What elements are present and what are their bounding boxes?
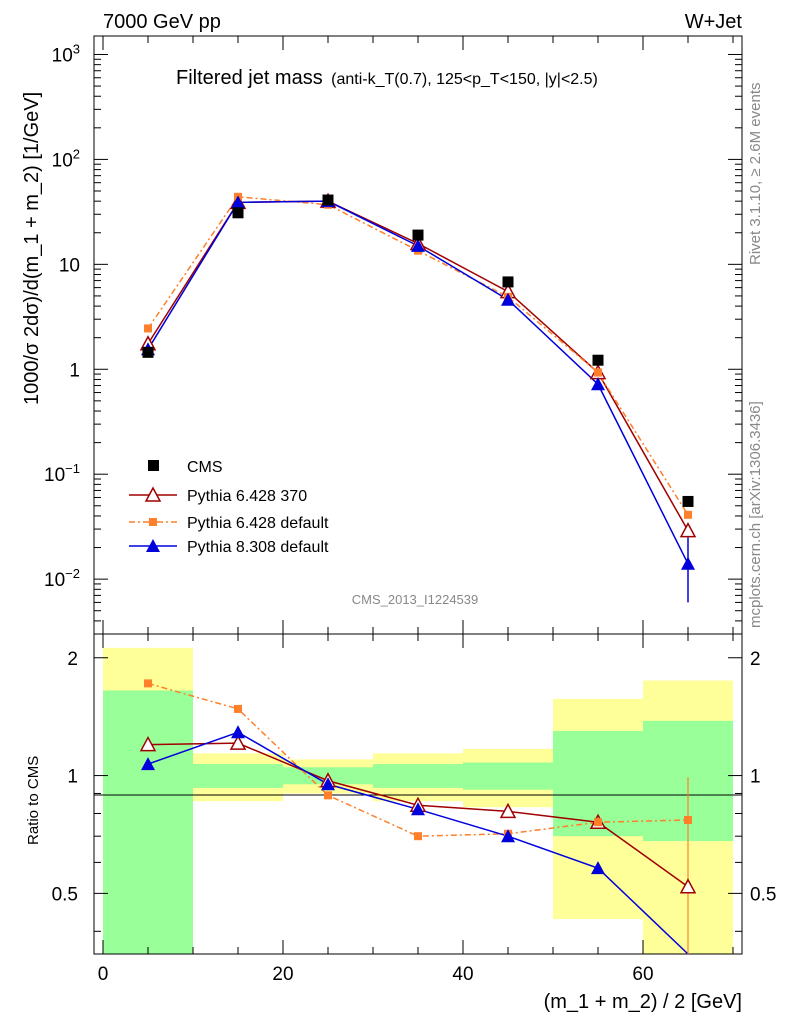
ratio-point [679,878,697,894]
x-tick-label: 40 [452,964,473,985]
series-line [147,200,689,565]
band-inner-bin [103,690,193,954]
legend-label-p6-370: Pythia 6.428 370 [187,488,307,505]
band-inner-bin [373,764,463,788]
rivet-version-label: Rivet 3.1.10, ≥ 2.6M events [747,83,764,266]
y-tick-label: 102 [52,146,80,171]
data-point [501,292,515,306]
band-inner-bin [463,762,553,790]
title-main: Filtered jet mass [176,67,323,89]
ratio-point [229,734,247,750]
ratio-axis-ticks: 0.5 0.5 1 1 2 2 [52,649,776,932]
ratio-point [414,832,422,841]
legend-marker-p6-370 [144,486,162,502]
legend-label-p6-default: Pythia 6.428 default [187,515,329,532]
data-point [591,377,605,391]
ratio-tick-label: 0.5 [52,884,78,905]
legend-marker-p8-default [146,539,160,552]
x-tick-label: 0 [98,964,109,985]
y-tick-label: 10 [59,255,80,276]
ratio-point [139,735,157,752]
ratio-tick-label: 2 [67,649,78,670]
data-point [679,522,697,538]
header-right: W+Jet [685,11,743,33]
data-point [231,195,245,209]
y-tick-label: 10−2 [44,566,80,591]
legend-marker-p6-default [149,518,157,526]
ratio-point [501,829,515,843]
x-tick-label: 60 [632,964,653,985]
x-tick-label: 20 [272,964,293,985]
legend-label-cms: CMS [187,459,223,476]
ratio-axis-label: Ratio to CMS [25,756,42,845]
cms-data-point [682,495,694,507]
ratio-point [141,757,155,771]
ratio-tick-label: 1 [67,767,78,788]
cms-data-point [322,194,334,206]
data-point [411,238,425,252]
x-axis-label: (m_1 + m_2) / 2 [GeV] [544,991,742,1013]
y-axis-label: 1000/σ 2dσ)/d(m_1 + m_2) [1/GeV] [21,92,43,405]
cms-data-point [412,229,424,241]
x-axis-ticks: 0 20 40 60 [98,36,734,985]
analysis-watermark: CMS_2013_I1224539 [352,592,479,607]
data-point [144,324,152,333]
cms-uncertainty-band-inner [103,690,733,954]
data-point [594,368,602,377]
ratio-point [591,861,605,875]
ratio-point [499,802,517,819]
band-inner-bin [193,764,283,788]
legend: CMS Pythia 6.428 370 Pythia 6.428 defaul… [129,459,329,556]
y-tick-label: 1 [69,360,80,381]
data-point [684,510,692,519]
ratio-point [144,679,152,688]
ratio-point [234,704,242,713]
y-tick-label: 103 [52,41,80,66]
title-selection: (anti-k_T(0.7), 125<p_T<150, |y|<2.5) [331,71,598,88]
ratio-tick-label-right: 1 [750,767,761,788]
ratio-tick-label-right: 2 [750,649,761,670]
plot-title: Filtered jet mass (anti-k_T(0.7), 125<p_… [176,67,598,89]
ratio-point [594,818,602,827]
ratio-point [324,791,332,800]
ratio-point [321,777,335,791]
cms-data-point [142,346,154,358]
legend-label-p8-default: Pythia 8.308 default [187,539,329,556]
cms-data-point [502,276,514,288]
y-tick-label: 10−1 [44,461,80,486]
ratio-point [684,815,692,824]
top-axis-ticks: 10−2 10−1 1 10 102 103 [44,41,742,635]
cms-data-point [592,354,604,366]
ratio-point [231,725,245,739]
ratio-tick-label-right: 0.5 [750,884,776,905]
series-layer [139,192,697,955]
ratio-point [411,802,425,816]
data-point [681,556,695,570]
source-label: mcplots.cern.ch [arXiv:1306.3436] [747,401,764,628]
legend-marker-cms [148,460,159,471]
cms-data-point [232,207,244,219]
header-left: 7000 GeV pp [103,11,221,33]
